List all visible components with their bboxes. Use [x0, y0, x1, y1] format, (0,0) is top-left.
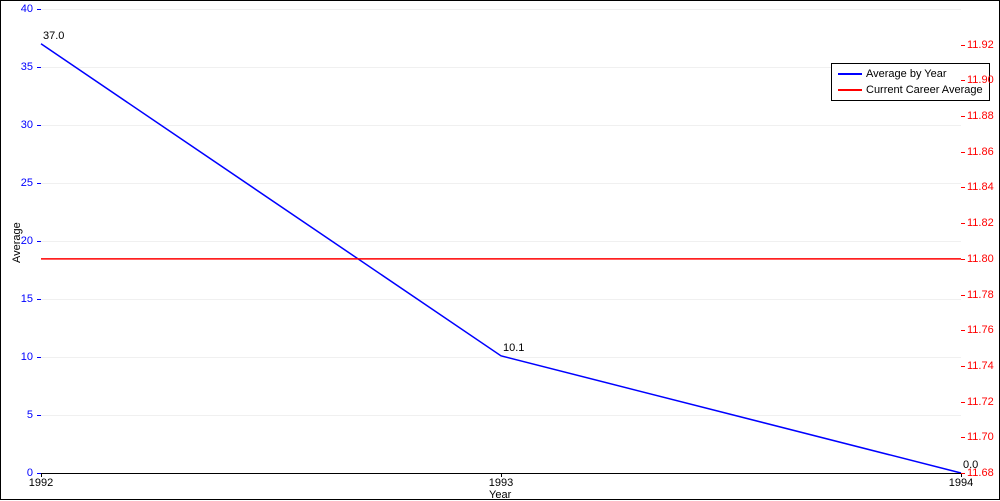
y-right-tick: [961, 259, 965, 260]
y-left-tick: [37, 299, 41, 300]
y-left-tick-label: 20: [21, 235, 33, 247]
y-right-tick-label: 11.92: [967, 39, 994, 51]
y-left-tick-label: 35: [21, 61, 33, 73]
data-point-label: 10.1: [503, 342, 524, 354]
y-left-tick-label: 25: [21, 177, 33, 189]
y-left-tick: [37, 183, 41, 184]
y-right-tick-label: 11.82: [967, 217, 994, 229]
y-right-tick-label: 11.88: [967, 110, 994, 122]
data-point-label: 37.0: [43, 30, 64, 42]
y-left-tick: [37, 241, 41, 242]
y-left-tick: [37, 357, 41, 358]
y-left-tick-label: 15: [21, 293, 33, 305]
y-right-tick-label: 11.86: [967, 146, 994, 158]
y-right-tick: [961, 437, 965, 438]
y-right-tick: [961, 45, 965, 46]
y-right-tick: [961, 330, 965, 331]
y-right-tick-label: 11.80: [967, 253, 994, 265]
y-left-tick-label: 30: [21, 119, 33, 131]
x-axis-label: Year: [489, 489, 511, 501]
y-right-tick: [961, 152, 965, 153]
y-right-tick-label: 11.90: [967, 74, 994, 86]
y-right-tick: [961, 473, 965, 474]
y-right-tick-label: 11.72: [967, 396, 994, 408]
y-left-tick-label: 10: [21, 351, 33, 363]
legend-label-1: Current Career Average: [866, 84, 983, 96]
legend-swatch-0: [838, 73, 862, 75]
legend: Average by Year Current Career Average: [831, 63, 990, 101]
y-left-tick-label: 0: [27, 467, 33, 479]
legend-swatch-1: [838, 89, 862, 91]
y-right-tick: [961, 295, 965, 296]
chart-container: Average by Year Current Career Average Y…: [0, 0, 1000, 500]
y-left-tick: [37, 9, 41, 10]
y-right-tick: [961, 187, 965, 188]
y-left-tick: [37, 125, 41, 126]
y-right-tick-label: 11.84: [967, 181, 994, 193]
y-right-tick-label: 11.78: [967, 289, 994, 301]
y-right-tick: [961, 366, 965, 367]
plot-lines: [41, 9, 961, 473]
y-right-tick-label: 11.74: [967, 360, 994, 372]
data-point-label: 0.0: [963, 459, 978, 471]
y-right-tick: [961, 402, 965, 403]
y-right-tick: [961, 80, 965, 81]
y-left-tick: [37, 415, 41, 416]
legend-item-1: Current Career Average: [838, 82, 983, 98]
y-left-tick: [37, 67, 41, 68]
y-left-tick-label: 5: [27, 409, 33, 421]
legend-label-0: Average by Year: [866, 68, 947, 80]
y-right-tick: [961, 116, 965, 117]
plot-area: [41, 9, 961, 473]
x-tick-label: 1993: [489, 477, 513, 489]
y-right-tick: [961, 223, 965, 224]
y-right-tick-label: 11.76: [967, 324, 994, 336]
y-left-tick: [37, 473, 41, 474]
y-right-tick-label: 11.70: [967, 431, 994, 443]
y-left-tick-label: 40: [21, 3, 33, 15]
